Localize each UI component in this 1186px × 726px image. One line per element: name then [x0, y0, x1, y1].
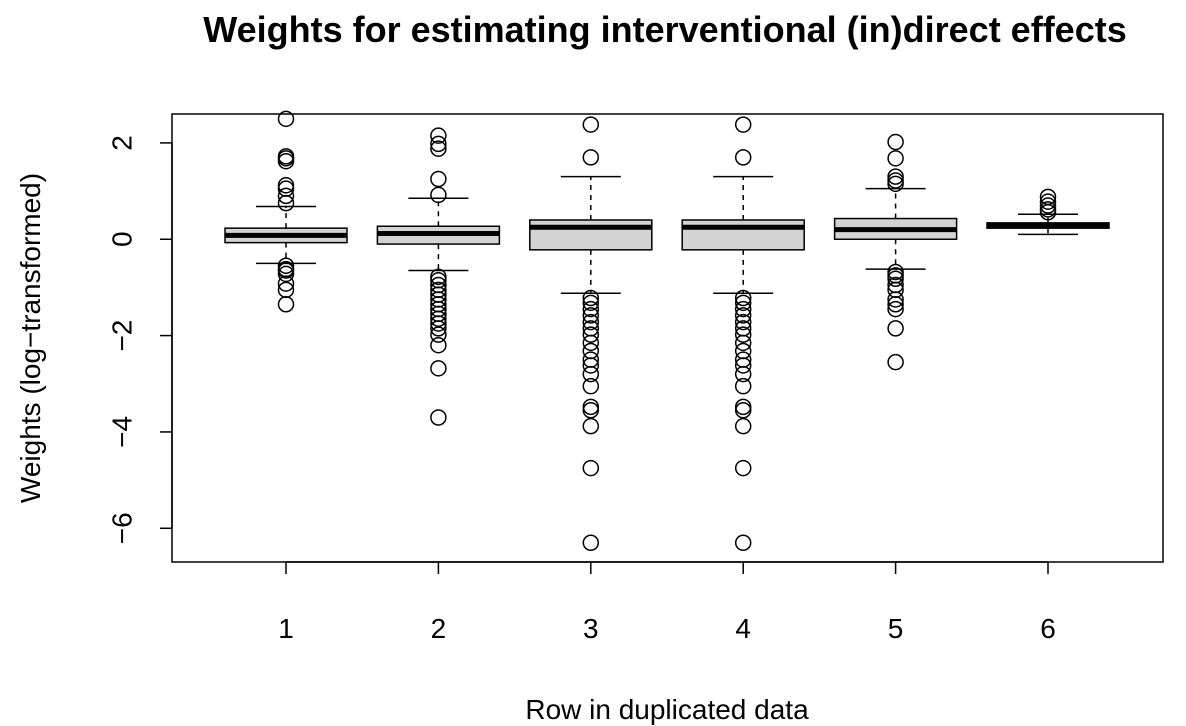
outlier-point — [582, 377, 600, 395]
outlier-point — [582, 289, 600, 307]
x-tick-label: 2 — [431, 613, 447, 644]
box-series — [224, 110, 1110, 551]
y-tick-label: −4 — [106, 416, 137, 448]
y-tick-label: −2 — [106, 320, 137, 352]
outlier-point — [430, 336, 447, 354]
outlier-point — [430, 140, 447, 157]
outlier-point — [887, 270, 904, 287]
outlier-point — [430, 310, 447, 327]
box-3 — [529, 116, 653, 551]
outlier-point — [582, 459, 600, 477]
outlier-point — [277, 296, 295, 313]
outlier-point — [582, 116, 600, 133]
outlier-point — [430, 320, 447, 337]
outlier-point — [582, 326, 600, 343]
x-tick-label: 6 — [1040, 613, 1056, 644]
outlier-point — [734, 289, 752, 307]
box-4 — [681, 116, 805, 551]
outlier-point — [582, 534, 600, 551]
outlier-point — [734, 334, 752, 352]
chart-title: Weights for estimating interventional (i… — [203, 9, 1126, 50]
outlier-point — [734, 417, 752, 435]
x-tick-label: 1 — [278, 613, 294, 644]
outlier-point — [277, 187, 295, 205]
outlier-point — [734, 313, 752, 331]
outlier-point — [582, 149, 600, 166]
outlier-point — [582, 417, 600, 435]
x-axis: 1 2 3 4 5 6 — [278, 561, 1056, 644]
outlier-point — [582, 294, 600, 312]
outlier-point — [734, 294, 752, 312]
box-1 — [224, 110, 348, 313]
x-tick-label: 5 — [888, 613, 904, 644]
outlier-point — [582, 402, 600, 419]
outlier-point — [582, 307, 600, 324]
y-axis: −6 −4 −2 0 2 — [106, 135, 173, 544]
iqr-box — [681, 219, 805, 251]
outlier-point — [277, 265, 295, 283]
outlier-point — [430, 360, 447, 377]
box-6 — [986, 188, 1110, 236]
outlier-point — [430, 186, 447, 204]
outlier-point — [277, 152, 295, 170]
outlier-point — [887, 150, 904, 167]
outlier-point — [734, 357, 752, 374]
outlier-point — [430, 409, 447, 426]
outlier-point — [277, 194, 295, 212]
outlier-point — [734, 300, 752, 318]
x-tick-label: 4 — [735, 613, 751, 644]
x-tick-label: 3 — [583, 613, 599, 644]
y-tick-label: 2 — [106, 135, 137, 151]
outlier-point — [582, 398, 600, 416]
outlier-point — [734, 307, 752, 324]
plot-frame — [171, 113, 1164, 563]
y-axis-label: Weights (log−transformed) — [15, 173, 46, 503]
outlier-point — [734, 116, 752, 133]
outlier-point — [887, 291, 904, 308]
outlier-point — [582, 313, 600, 331]
outlier-point — [887, 168, 904, 185]
outlier-point — [277, 275, 295, 292]
outlier-point — [887, 296, 904, 313]
outlier-point — [734, 459, 752, 477]
outlier-point — [430, 127, 447, 144]
box-2 — [376, 127, 501, 426]
outlier-point — [277, 110, 295, 128]
x-axis-label: Row in duplicated data — [525, 694, 809, 725]
outlier-point — [1039, 193, 1057, 210]
outlier-point — [430, 326, 447, 343]
outlier-point — [734, 534, 752, 551]
outlier-point — [582, 300, 600, 318]
outlier-point — [734, 149, 752, 166]
outlier-point — [887, 172, 904, 189]
outlier-point — [1039, 197, 1057, 214]
outlier-point — [734, 326, 752, 343]
outlier-point — [734, 402, 752, 419]
outlier-point — [734, 377, 752, 395]
outlier-point — [887, 353, 904, 371]
outlier-point — [1039, 204, 1057, 221]
outlier-point — [582, 334, 600, 352]
box-5 — [833, 133, 958, 371]
outlier-point — [887, 320, 904, 337]
outlier-point — [887, 133, 904, 151]
iqr-box — [529, 219, 653, 251]
outlier-point — [734, 365, 752, 383]
y-tick-label: 0 — [106, 231, 137, 247]
outlier-point — [582, 357, 600, 374]
outlier-point — [430, 315, 447, 332]
outlier-point — [582, 365, 600, 383]
outlier-point — [430, 135, 447, 153]
y-tick-label: −6 — [106, 512, 137, 544]
outlier-point — [887, 300, 904, 318]
outlier-point — [430, 170, 447, 188]
outlier-point — [887, 175, 904, 193]
outlier-point — [734, 398, 752, 416]
